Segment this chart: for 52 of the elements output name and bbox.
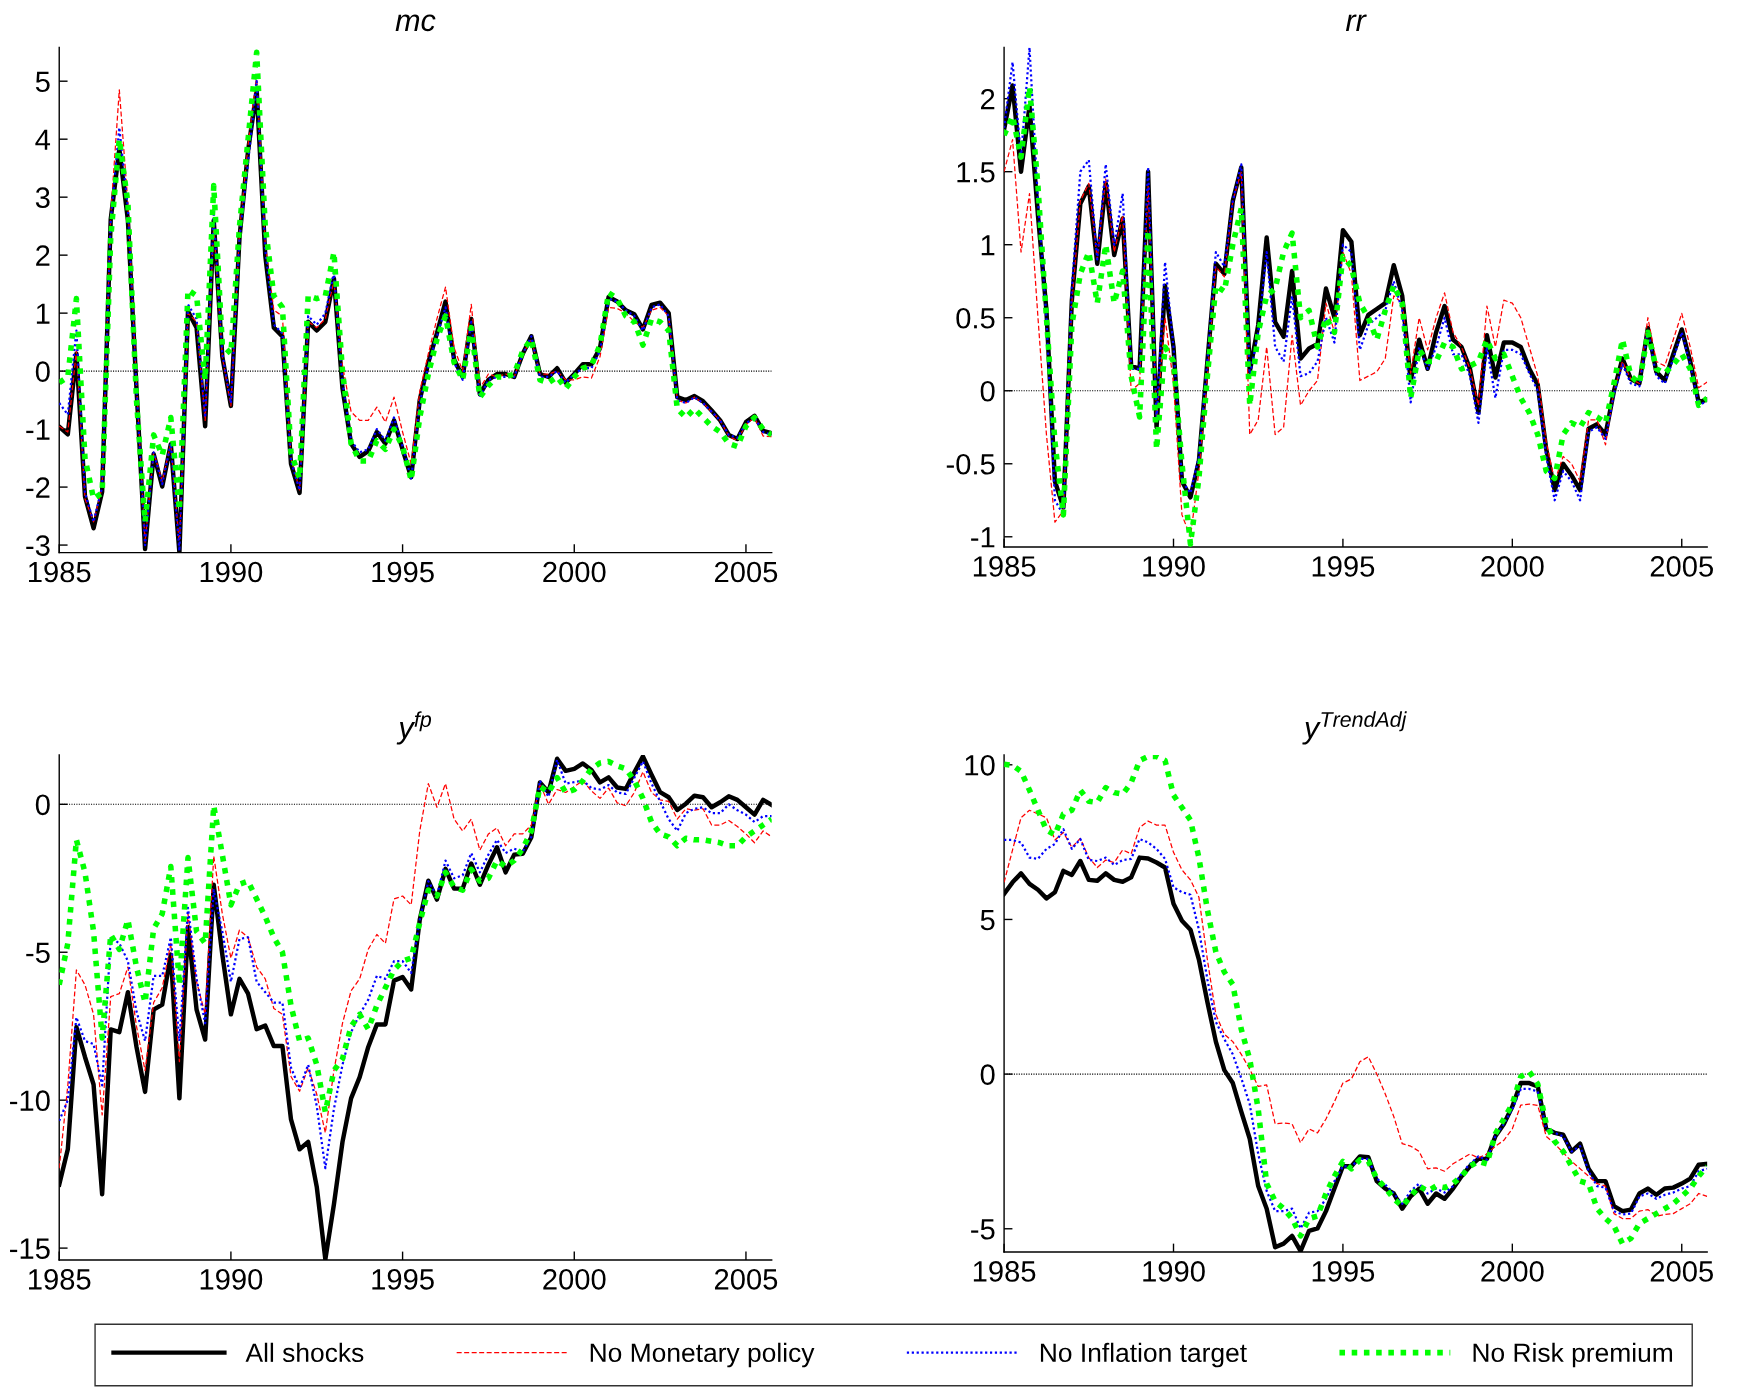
y-tick-label: 10 [965, 755, 995, 776]
x-tick-label: 2005 [1650, 1261, 1713, 1282]
y-tick-label: -0.5 [946, 453, 995, 475]
y-tick-label: 0.5 [956, 307, 995, 329]
y-tick-label: -1 [26, 419, 50, 440]
y-tick-label: 1.5 [957, 162, 995, 183]
y-tick-label: -3 [26, 535, 50, 556]
y-tick-label: -5 [971, 1219, 995, 1240]
legend-label: No Inflation target [1040, 1342, 1247, 1368]
x-tick-label: 2000 [543, 561, 606, 583]
x-tick-label: 1990 [1143, 556, 1205, 577]
chart-title: y$^{fp}$ [396, 711, 432, 745]
x-tick-label: 2005 [714, 1269, 778, 1290]
x-tick-label: 1995 [1312, 1261, 1375, 1282]
y-tick-label: 1 [981, 235, 995, 256]
y-tick-label: 0 [35, 361, 50, 382]
x-tick-label: 2000 [543, 1269, 606, 1290]
y-tick-label: 2 [36, 245, 50, 266]
x-tick-label: 2005 [1650, 556, 1713, 577]
y-tick-label: 2 [981, 88, 995, 110]
x-tick-label: 1985 [973, 556, 1036, 577]
x-tick-label: 1985 [29, 1269, 91, 1290]
x-tick-label: 1985 [973, 1261, 1036, 1282]
x-tick-label: 1990 [200, 561, 263, 583]
x-tick-label: 1990 [1143, 1261, 1205, 1282]
y-tick-label: 5 [980, 909, 995, 931]
y-tick-label: -5 [26, 942, 50, 964]
legend-label: No Risk premium [1473, 1342, 1673, 1368]
x-tick-label: 1995 [372, 1269, 434, 1290]
y-tick-label: 5 [35, 71, 50, 93]
y-tick-label: 0 [35, 794, 50, 816]
y-tick-label: -1 [971, 527, 995, 548]
legend-label: No Monetary policy [590, 1342, 815, 1368]
y-tick-label: 0 [980, 380, 995, 402]
y-tick-label: -10 [10, 1090, 50, 1112]
x-tick-label: 2000 [1481, 1261, 1544, 1282]
chart-title: y$^{TrendAdj}$ [1302, 711, 1407, 745]
y-tick-label: 3 [35, 187, 50, 209]
y-tick-label: -2 [26, 477, 50, 498]
x-tick-label: 1985 [29, 561, 91, 583]
x-tick-label: 1995 [372, 561, 434, 583]
legend-label: All shocks [245, 1342, 364, 1363]
y-tick-label: 4 [35, 129, 51, 150]
x-tick-label: 1995 [1312, 556, 1375, 577]
chart-title: mc [395, 14, 436, 32]
x-tick-label: 2000 [1481, 556, 1544, 577]
y-tick-label: -15 [10, 1238, 50, 1259]
x-tick-label: 2005 [714, 561, 778, 583]
y-tick-label: 1 [36, 303, 50, 324]
chart-title: rr [1345, 14, 1367, 31]
x-tick-label: 1990 [200, 1269, 263, 1290]
y-tick-label: 0 [980, 1064, 995, 1085]
